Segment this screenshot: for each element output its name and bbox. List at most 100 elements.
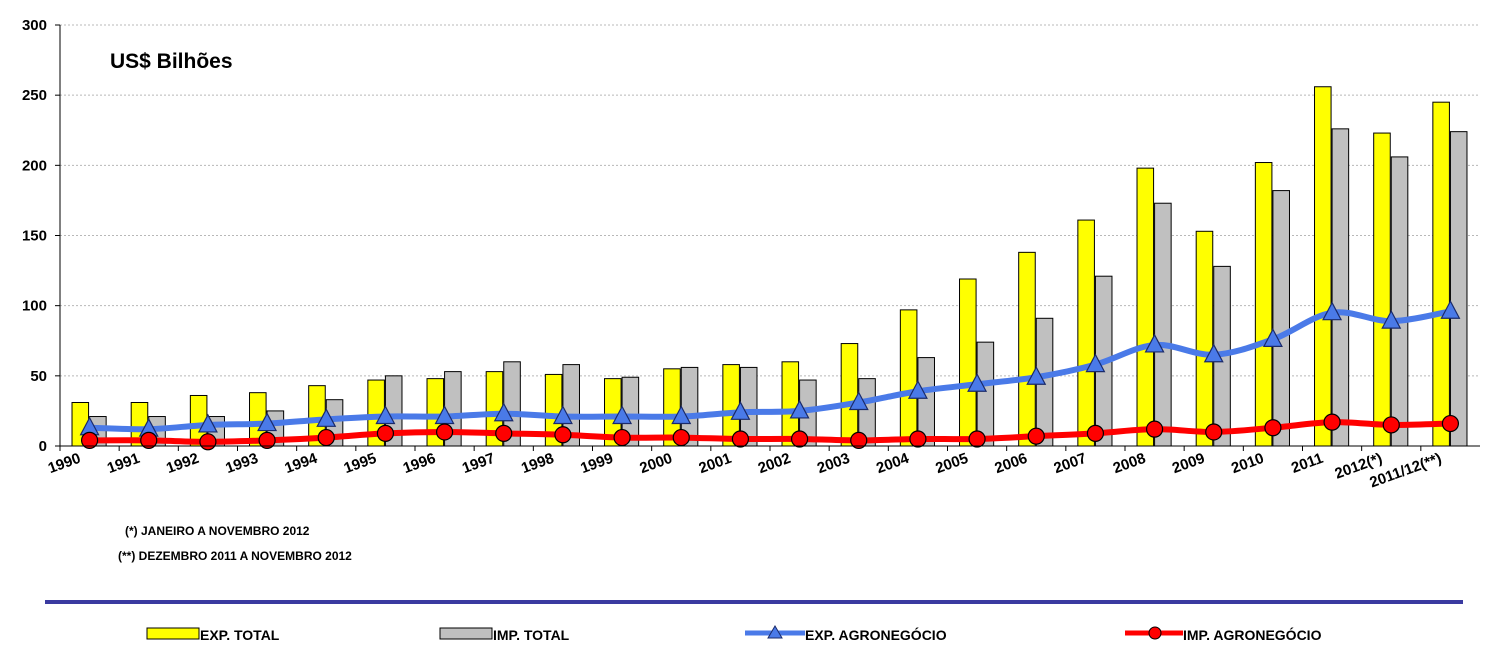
legend-label-exp-total: EXP. TOTAL [200,627,280,643]
marker-circle-imp-agro [613,428,631,447]
x-tick-label: 2004 [874,450,912,478]
marker-triangle-exp-agro [1085,353,1106,373]
bar-imp-total [1390,156,1409,447]
x-tick-label: 1999 [578,450,615,477]
marker-circle-imp-agro [850,431,868,449]
lines [79,299,1461,451]
marker-triangle-exp-agro [552,405,573,425]
x-tick-label: 1996 [401,450,438,477]
x-tick-label: 1995 [342,450,379,477]
bar-exp-total [959,278,977,447]
marker-triangle-exp-agro [257,412,278,432]
note-1: (*) JANEIRO A NOVEMBRO 2012 [125,524,310,538]
x-tick-label: 2003 [815,450,852,477]
legend: EXP. TOTAL IMP. TOTAL EXP. AGRONEGÓCIO I… [146,625,1322,643]
x-tick-label: 2000 [637,450,674,477]
x-tick-labels: 1990 1991 1992 1993 1994 1995 1996 1997 1998 1999… [46,450,1444,492]
unit-label: US$ Bilhões [110,50,233,73]
x-tick-label: 1992 [164,450,201,477]
legend-label-imp-total: IMP. TOTAL [493,627,570,643]
legend-triangle-icon [767,625,783,639]
x-tick-label: 1990 [46,450,83,477]
marker-triangle-exp-agro [1026,365,1047,385]
marker-triangle-exp-agro [1144,333,1165,353]
bar-exp-total [1432,101,1450,447]
marker-circle-imp-agro [1441,414,1460,433]
bar-exp-total [1018,251,1036,447]
marker-circle-imp-agro [1323,413,1341,431]
marker-circle-imp-agro [1086,424,1105,442]
marker-circle-imp-agro [317,428,335,447]
bars [59,86,1468,451]
marker-triangle-exp-agro [967,372,988,392]
marker-triangle-exp-agro [316,408,337,427]
x-tick-label: 2001 [697,450,734,477]
bar-exp-total [1373,132,1391,447]
bar-imp-total [1449,131,1468,447]
marker-triangle-exp-agro [730,401,751,420]
x-tick-label: 1997 [460,450,497,477]
x-tick-label: 1998 [519,450,556,477]
marker-circle-imp-agro [80,431,99,449]
marker-circle-imp-agro [790,430,809,448]
y-tick-label: 300 [22,17,47,34]
marker-triangle-exp-agro [493,402,514,422]
bar-exp-total [899,309,918,447]
x-tick-label: 2006 [992,450,1029,477]
x-tick-label: 1994 [282,450,320,478]
y-tick-label: 250 [22,87,47,104]
bar-exp-total [1077,219,1095,447]
marker-triangle-exp-agro [1322,301,1343,321]
marker-triangle-exp-agro [848,391,869,411]
bar-imp-total [976,341,995,447]
legend-label-exp-agro: EXP. AGRONEGÓCIO [805,626,947,643]
marker-circle-imp-agro [495,424,513,442]
x-tick-label: 2005 [933,450,970,477]
marker-circle-imp-agro [199,433,217,451]
marker-circle-imp-agro [1205,423,1223,441]
bar-imp-total [1331,128,1350,447]
marker-circle-imp-agro [258,431,276,449]
marker-triangle-exp-agro [1440,299,1461,319]
x-tick-label: 2008 [1111,450,1148,477]
marker-triangle-exp-agro [671,405,692,425]
bar-exp-total [1254,162,1273,447]
y-tick-label: 100 [22,298,47,315]
y-tick-label: 0 [39,438,47,455]
legend-circle-icon [1148,626,1162,640]
marker-triangle-exp-agro [197,413,218,433]
legend-item-imp-agro: IMP. AGRONEGÓCIO [1125,626,1322,643]
marker-triangle-exp-agro [1381,309,1402,329]
legend-item-exp-agro: EXP. AGRONEGÓCIO [745,625,947,643]
bar-exp-total [1136,167,1155,447]
marker-circle-imp-agro [376,424,395,442]
x-tick-label: 2007 [1052,450,1089,477]
grid-lines [60,24,1480,377]
marker-triangle-exp-agro [612,405,633,425]
marker-circle-imp-agro [968,430,986,448]
legend-item-exp-total: EXP. TOTAL [146,627,280,643]
marker-circle-imp-agro [731,430,750,448]
marker-circle-imp-agro [909,430,927,448]
bar-exp-total [1195,230,1214,447]
line-imp-agro [86,419,1454,445]
marker-circle-imp-agro [1264,419,1282,437]
y-tick-labels: 0 50 100 150 200 250 300 [22,17,60,455]
marker-triangle-exp-agro [789,399,810,419]
y-tick-label: 50 [30,368,47,385]
marker-circle-imp-agro [1145,420,1164,438]
bar-exp-total [840,343,859,447]
legend-divider [45,600,1463,604]
x-tick-label: 2011 [1289,450,1325,477]
line-exp-agro [86,308,1454,433]
legend-item-imp-total: IMP. TOTAL [439,627,570,643]
marker-circle-imp-agro [140,431,158,449]
legend-label-imp-agro: IMP. AGRONEGÓCIO [1183,626,1322,643]
y-tick-label: 150 [22,228,47,245]
marker-circle-imp-agro [435,423,454,441]
note-2: (**) DEZEMBRO 2011 A NOVEMBRO 2012 [118,549,352,563]
x-tick-label: 1991 [105,450,142,477]
legend-swatch-exp-total [146,627,200,640]
x-tick-label: 2010 [1229,450,1266,477]
